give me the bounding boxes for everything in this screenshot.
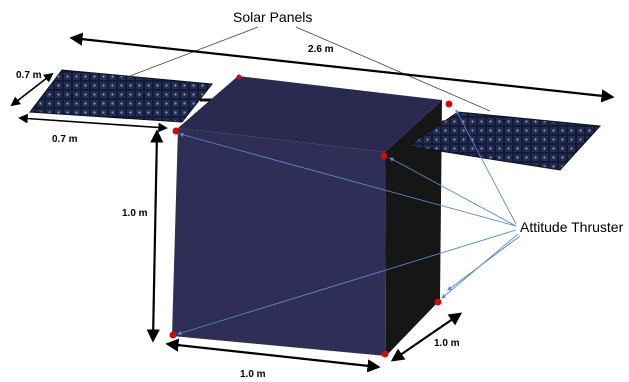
body-depth-arrow	[390, 312, 463, 362]
thruster-bottom-left	[169, 331, 177, 339]
attitude-thruster-label: Attitude Thruster	[520, 219, 624, 235]
satellite-body-side	[385, 100, 442, 356]
left-solar-panel	[29, 69, 213, 123]
body-width-arrow	[165, 338, 381, 373]
panel-width-label: 0.7 m	[52, 134, 78, 145]
thruster-bottom-center	[381, 350, 389, 358]
body-height-arrow	[146, 129, 164, 343]
solar-panels-label: Solar Panels	[233, 9, 312, 25]
thruster-leader-6	[447, 235, 521, 291]
thruster-leader-4	[177, 229, 517, 336]
thruster-leader-2	[389, 157, 517, 227]
span-dimension-arrow	[69, 32, 615, 103]
panel-depth-arrow	[10, 72, 54, 107]
thruster-leader-1	[179, 132, 517, 227]
span-dimension-label: 2.6 m	[308, 44, 334, 55]
thruster-top-back	[236, 74, 242, 80]
thruster-leader-3	[455, 109, 517, 225]
body-width-label: 1.0 m	[240, 369, 266, 380]
thruster-top-right	[445, 100, 453, 108]
body-height-label: 1.0 m	[122, 208, 148, 219]
satellite-body-front	[172, 128, 386, 356]
panel-width-arrow	[18, 113, 168, 133]
thruster-top-center	[380, 152, 388, 160]
body-depth-label: 1.0 m	[434, 338, 460, 349]
thruster-top-left	[172, 127, 180, 135]
thruster-bottom-right	[434, 298, 442, 306]
right-solar-panel	[406, 111, 602, 171]
panel-depth-label: 0.7 m	[16, 70, 42, 81]
